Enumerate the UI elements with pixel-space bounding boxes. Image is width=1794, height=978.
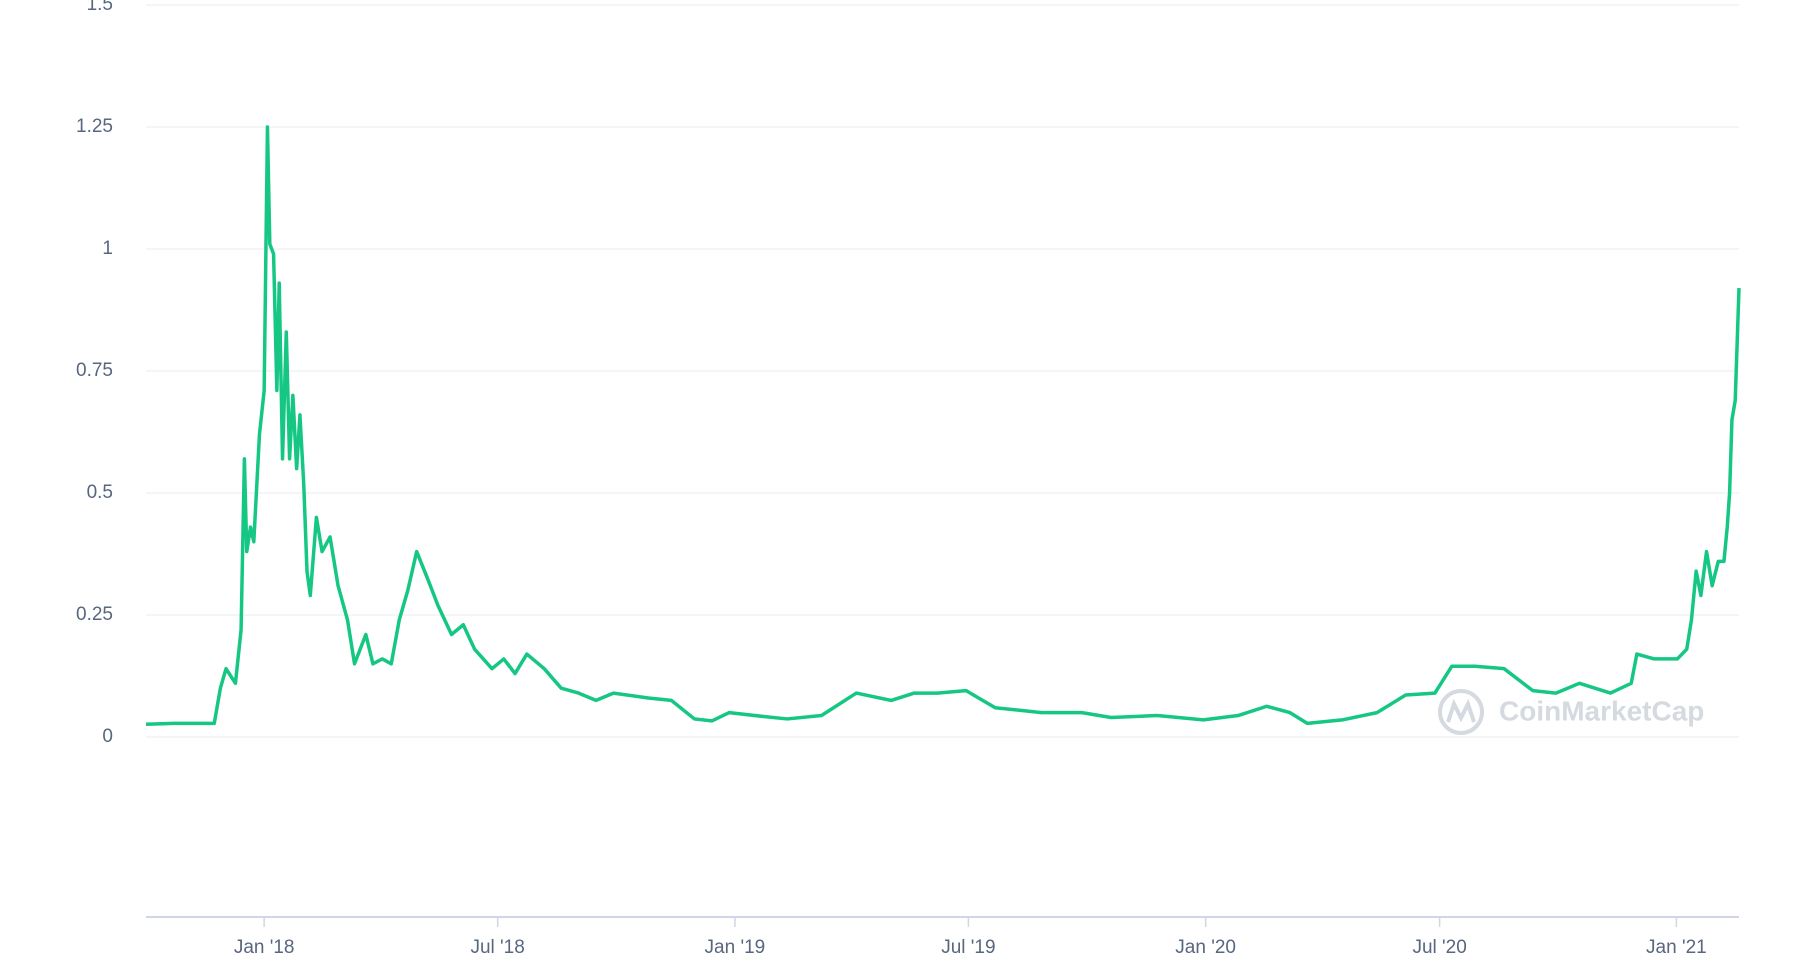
y-tick-label: 0 xyxy=(102,726,113,747)
y-tick-label: 0.25 xyxy=(76,604,113,625)
x-tick-label: Jul '19 xyxy=(941,937,995,958)
watermark: CoinMarketCap xyxy=(1499,695,1704,726)
x-tick-label: Jan '19 xyxy=(705,937,766,958)
y-tick-label: 0.75 xyxy=(76,360,113,381)
x-tick-label: Jul '20 xyxy=(1412,937,1466,958)
watermark-logo xyxy=(1438,689,1484,735)
y-tick-label: 1.5 xyxy=(87,0,113,15)
x-tick-label: Jul '18 xyxy=(470,937,524,958)
x-tick-label: Jan '21 xyxy=(1646,937,1707,958)
y-tick-label: 1 xyxy=(102,238,113,259)
y-tick-label: 1.25 xyxy=(76,116,113,137)
y-tick-label: 0.5 xyxy=(87,482,113,503)
price-line xyxy=(145,125,1741,727)
x-tick-label: Jan '18 xyxy=(234,937,295,958)
x-tick-label: Jan '20 xyxy=(1175,937,1236,958)
